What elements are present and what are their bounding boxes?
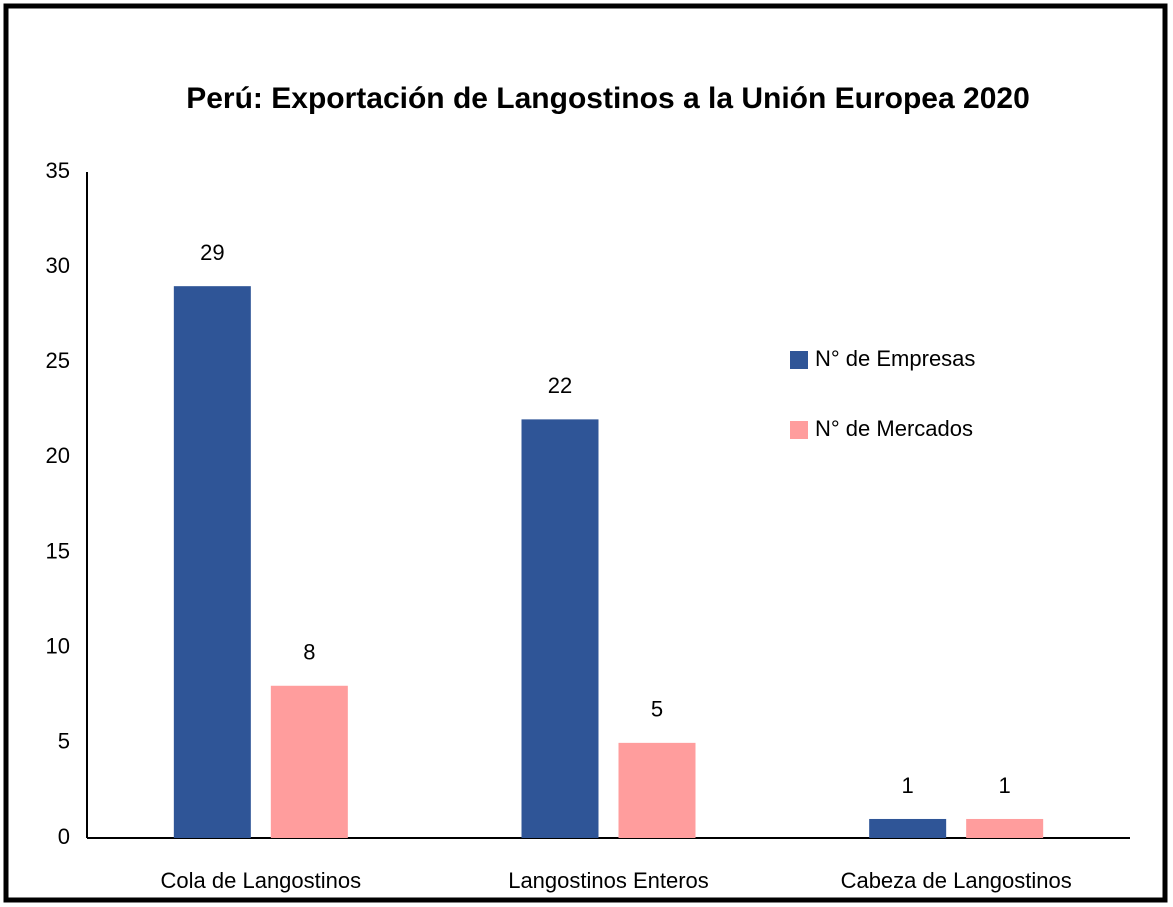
data-label: 29 (200, 240, 224, 265)
x-tick-label: Langostinos Enteros (508, 868, 709, 893)
legend-swatch (790, 421, 808, 439)
data-label: 1 (999, 773, 1011, 798)
legend-label: N° de Mercados (815, 416, 973, 441)
legend-swatch (790, 351, 808, 369)
y-tick-label: 35 (46, 158, 70, 183)
data-label: 5 (651, 697, 663, 722)
chart-title: Perú: Exportación de Langostinos a la Un… (186, 82, 1030, 115)
x-tick-label: Cabeza de Langostinos (841, 868, 1072, 893)
y-tick-label: 10 (46, 634, 70, 659)
y-tick-label: 25 (46, 348, 70, 373)
x-tick-label: Cola de Langostinos (161, 868, 362, 893)
y-tick-label: 5 (58, 729, 70, 754)
y-tick-label: 20 (46, 443, 70, 468)
bar (521, 419, 599, 838)
bar (270, 685, 348, 838)
y-tick-label: 0 (58, 824, 70, 849)
data-label: 22 (548, 373, 572, 398)
y-tick-label: 15 (46, 538, 70, 563)
bar (618, 742, 696, 838)
y-tick-label: 30 (46, 253, 70, 278)
legend-label: N° de Empresas (815, 346, 975, 371)
bar (966, 818, 1044, 838)
bar (173, 286, 251, 839)
bar (869, 818, 947, 838)
data-label: 1 (902, 773, 914, 798)
data-label: 8 (303, 640, 315, 665)
